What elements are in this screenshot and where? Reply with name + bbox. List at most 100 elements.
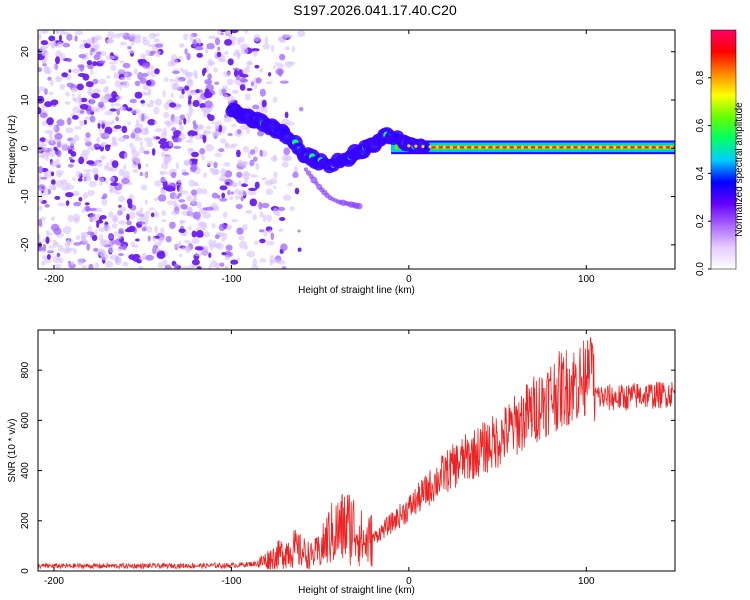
noise-blob <box>76 234 80 241</box>
noise-blob <box>86 160 95 165</box>
noise-blob <box>194 131 198 136</box>
noise-blob <box>259 88 266 97</box>
noise-blob <box>56 150 62 158</box>
noise-blob <box>173 263 180 269</box>
noise-blob <box>108 98 117 103</box>
ridge-hotspot <box>584 145 588 149</box>
noise-blob <box>196 226 204 231</box>
ridge-hotspot <box>598 145 603 149</box>
noise-blob <box>92 167 99 176</box>
noise-blob <box>38 246 44 252</box>
noise-blob <box>240 47 249 55</box>
noise-blob <box>281 161 289 168</box>
noise-blob <box>205 206 214 211</box>
snr-y-label: SNR (10 * v/v) <box>7 419 18 483</box>
noise-blob <box>119 41 127 46</box>
noise-blob <box>147 44 156 48</box>
noise-blob <box>110 65 117 71</box>
noise-blob <box>236 129 242 135</box>
noise-blob <box>40 30 49 34</box>
noise-blob <box>96 162 103 167</box>
noise-blob <box>230 30 239 34</box>
noise-blob <box>181 246 188 251</box>
noise-blob <box>67 214 74 223</box>
noise-blob <box>163 77 169 82</box>
noise-blob <box>47 188 51 195</box>
noise-blob <box>227 189 231 196</box>
noise-blob <box>44 203 50 208</box>
noise-blob <box>196 266 202 269</box>
noise-blob <box>163 111 170 119</box>
noise-blob <box>152 245 159 250</box>
noise-blob <box>153 120 158 125</box>
noise-blob <box>111 119 115 125</box>
y-tick-label: 0 <box>20 568 31 574</box>
noise-blob <box>65 182 72 187</box>
noise-blob <box>121 125 128 134</box>
noise-blob <box>226 78 234 86</box>
noise-blob <box>61 72 69 78</box>
noise-blob <box>73 201 82 207</box>
noise-blob <box>223 71 231 78</box>
noise-blob <box>203 91 213 99</box>
noise-blob <box>189 135 194 141</box>
ridge-hotspot <box>591 145 596 149</box>
noise-blob <box>252 213 257 221</box>
noise-blob <box>89 115 96 123</box>
noise-blob <box>183 160 189 166</box>
noise-blob <box>199 103 206 109</box>
noise-blob <box>235 203 243 210</box>
noise-blob <box>218 148 225 153</box>
noise-blob <box>250 81 255 87</box>
noise-blob <box>154 180 162 187</box>
noise-blob <box>117 69 127 73</box>
x-tick-label: -200 <box>44 576 64 587</box>
noise-blob <box>98 60 106 64</box>
noise-blob <box>270 155 278 162</box>
noise-blob <box>85 172 91 179</box>
noise-blob <box>294 187 300 195</box>
ridge-tail <box>305 170 312 176</box>
noise-blob <box>90 97 95 106</box>
noise-blob <box>160 187 165 194</box>
noise-blob <box>110 182 119 186</box>
noise-blob <box>140 184 148 191</box>
colorbar-label: Normalized spectral amplitude <box>734 102 745 237</box>
noise-blob <box>240 196 244 202</box>
noise-blob <box>96 136 101 143</box>
noise-blob <box>194 246 204 251</box>
noise-blob <box>141 226 147 232</box>
noise-blob <box>246 88 253 91</box>
noise-blob <box>149 99 155 105</box>
noise-blob <box>277 36 287 42</box>
noise-blob <box>118 230 125 235</box>
x-tick-label: -200 <box>44 274 64 285</box>
noise-blob <box>250 48 260 52</box>
noise-blob <box>207 73 212 81</box>
noise-blob <box>44 101 53 108</box>
noise-blob <box>162 259 168 264</box>
noise-blob <box>45 232 53 236</box>
noise-blob <box>255 162 260 171</box>
noise-blob <box>272 65 276 70</box>
noise-blob <box>67 149 73 155</box>
noise-blob <box>153 106 160 115</box>
ridge-hotspot <box>527 145 532 149</box>
noise-blob <box>231 124 237 128</box>
noise-blob <box>181 210 189 216</box>
noise-blob <box>187 206 193 214</box>
noise-blob <box>128 225 136 232</box>
noise-blob <box>223 50 229 56</box>
noise-blob <box>83 169 92 173</box>
noise-blob <box>65 200 70 206</box>
noise-blob <box>234 49 240 55</box>
noise-blob <box>247 190 257 196</box>
noise-blob <box>134 123 144 129</box>
noise-blob <box>261 202 270 209</box>
noise-blob <box>168 102 177 108</box>
noise-blob <box>42 255 49 261</box>
noise-blob <box>270 232 275 240</box>
noise-blob <box>146 103 154 108</box>
noise-blob <box>140 127 150 136</box>
noise-blob <box>38 166 44 174</box>
